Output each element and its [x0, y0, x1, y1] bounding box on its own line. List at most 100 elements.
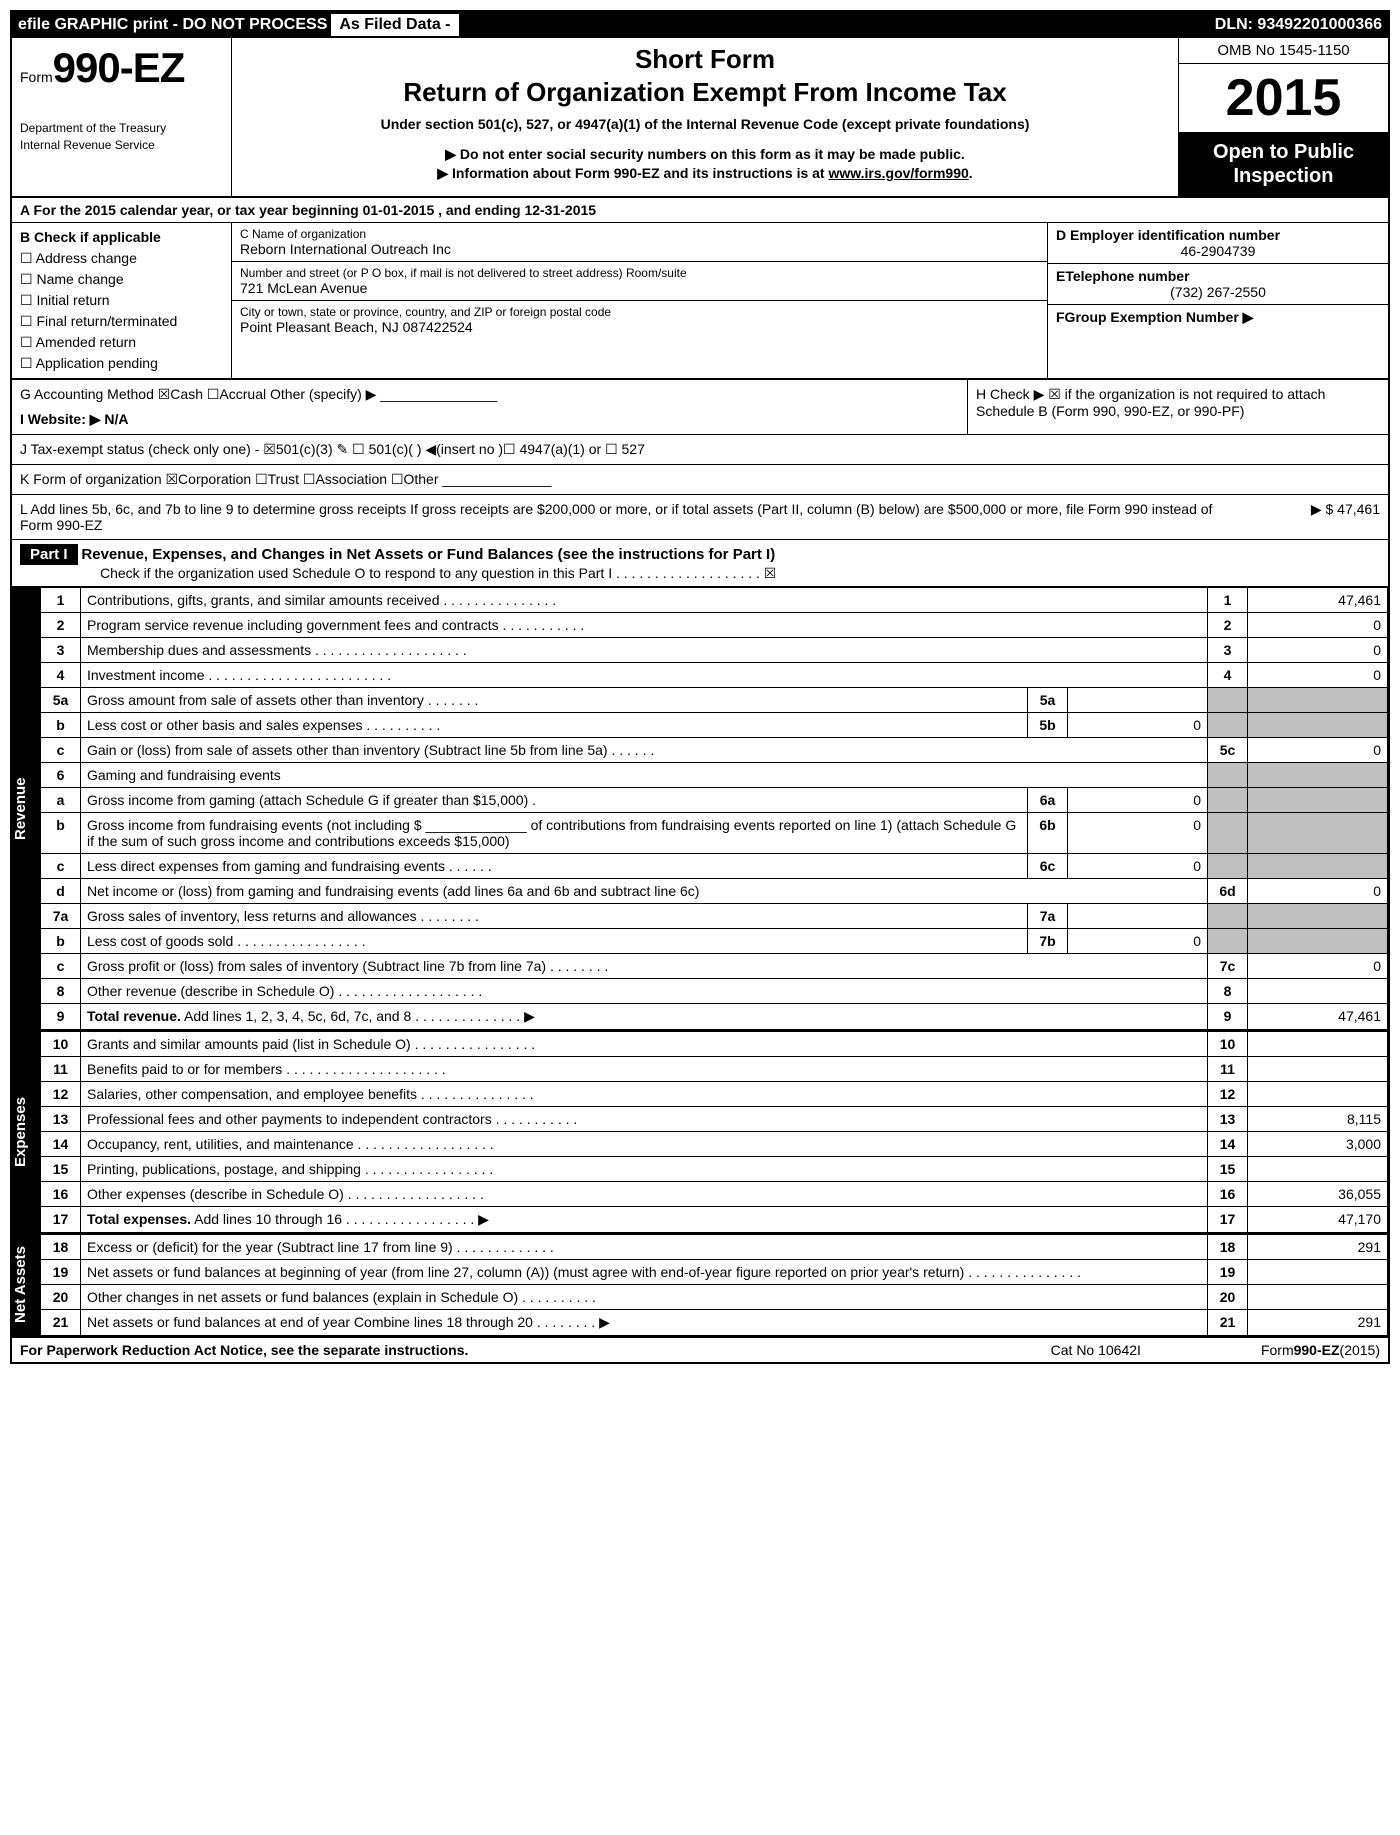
- line-4-val: 0: [1248, 663, 1388, 688]
- phone-value: (732) 267-2550: [1056, 284, 1380, 300]
- efile-label: efile GRAPHIC print - DO NOT PROCESS: [18, 16, 327, 34]
- line-8-num: 8: [41, 979, 81, 1004]
- line-2-r: 2: [1208, 613, 1248, 638]
- header: Form990-EZ Department of the Treasury In…: [12, 38, 1388, 198]
- dept-block: Department of the Treasury Internal Reve…: [20, 120, 223, 154]
- form-prefix: Form: [20, 69, 53, 85]
- line-7a-desc: Gross sales of inventory, less returns a…: [81, 904, 1028, 929]
- ein-value: 46-2904739: [1056, 243, 1380, 259]
- form-number: Form990-EZ: [20, 44, 223, 92]
- line-7b-sv: 0: [1068, 929, 1208, 954]
- line-7a-sv: [1068, 904, 1208, 929]
- dept-treasury: Department of the Treasury: [20, 120, 223, 137]
- line-1-r: 1: [1208, 588, 1248, 613]
- chk-amended-return[interactable]: Amended return: [20, 332, 223, 353]
- info-line: ▶ Information about Form 990-EZ and its …: [242, 165, 1168, 182]
- line-6c-num: c: [41, 854, 81, 879]
- line-1-num: 1: [41, 588, 81, 613]
- line-11-num: 11: [41, 1057, 81, 1082]
- expenses-table: 10Grants and similar amounts paid (list …: [40, 1031, 1388, 1233]
- box-c-street-label: Number and street (or P O box, if mail i…: [240, 266, 1039, 280]
- line-i-website: I Website: ▶ N/A: [20, 411, 129, 427]
- line-10-val: [1248, 1032, 1388, 1057]
- line-7c-desc: Gross profit or (loss) from sales of inv…: [81, 954, 1208, 979]
- line-16-val: 36,055: [1248, 1182, 1388, 1207]
- line-18-desc: Excess or (deficit) for the year (Subtra…: [81, 1235, 1208, 1260]
- line-9-desc: Total revenue. Add lines 1, 2, 3, 4, 5c,…: [81, 1004, 1208, 1030]
- line-15-r: 15: [1208, 1157, 1248, 1182]
- line-8-val: [1248, 979, 1388, 1004]
- line-14-val: 3,000: [1248, 1132, 1388, 1157]
- line-7c-val: 0: [1248, 954, 1388, 979]
- dept-irs: Internal Revenue Service: [20, 137, 223, 154]
- line-6c-shade: [1208, 854, 1248, 879]
- line-6-num: 6: [41, 763, 81, 788]
- line-9-r: 9: [1208, 1004, 1248, 1030]
- chk-name-change[interactable]: Name change: [20, 269, 223, 290]
- line-12-val: [1248, 1082, 1388, 1107]
- chk-final-return[interactable]: Final return/terminated: [20, 311, 223, 332]
- line-4-desc: Investment income . . . . . . . . . . . …: [81, 663, 1208, 688]
- line-14-num: 14: [41, 1132, 81, 1157]
- netassets-table: 18Excess or (deficit) for the year (Subt…: [40, 1234, 1388, 1336]
- line-7a-sl: 7a: [1028, 904, 1068, 929]
- title-return: Return of Organization Exempt From Incom…: [242, 77, 1168, 108]
- line-10-r: 10: [1208, 1032, 1248, 1057]
- dln-label: DLN: 93492201000366: [1215, 16, 1382, 34]
- revenue-section: Revenue 1Contributions, gifts, grants, a…: [12, 587, 1388, 1031]
- line-a-text: A For the 2015 calendar year, or tax yea…: [20, 202, 596, 218]
- chk-initial-return[interactable]: Initial return: [20, 290, 223, 311]
- line-11-r: 11: [1208, 1057, 1248, 1082]
- line-5a-sv: [1068, 688, 1208, 713]
- open-public-1: Open to Public: [1183, 140, 1384, 164]
- line-6a-desc: Gross income from gaming (attach Schedul…: [81, 788, 1028, 813]
- part-1-check: Check if the organization used Schedule …: [20, 565, 1380, 582]
- line-15-val: [1248, 1157, 1388, 1182]
- line-g: G Accounting Method ☒Cash ☐Accrual Other…: [20, 386, 959, 411]
- footer: For Paperwork Reduction Act Notice, see …: [12, 1338, 1388, 1362]
- line-19-r: 19: [1208, 1260, 1248, 1285]
- line-6a-sv: 0: [1068, 788, 1208, 813]
- box-c-city-label: City or town, state or province, country…: [240, 305, 1039, 319]
- line-17-desc: Total expenses. Add lines 10 through 16 …: [81, 1207, 1208, 1233]
- group-exemption-label: FGroup Exemption Number ▶: [1056, 309, 1253, 325]
- line-18-r: 18: [1208, 1235, 1248, 1260]
- line-a: A For the 2015 calendar year, or tax yea…: [12, 198, 1388, 223]
- line-17-num: 17: [41, 1207, 81, 1233]
- line-17-r: 17: [1208, 1207, 1248, 1233]
- line-20-num: 20: [41, 1285, 81, 1310]
- info-grid: B Check if applicable Address change Nam…: [12, 223, 1388, 380]
- phone-label: ETelephone number: [1056, 268, 1190, 284]
- line-l-text: L Add lines 5b, 6c, and 7b to line 9 to …: [20, 501, 1220, 533]
- line-6b-num: b: [41, 813, 81, 854]
- chk-address-change[interactable]: Address change: [20, 248, 223, 269]
- line-7a-shade: [1208, 904, 1248, 929]
- line-20-val: [1248, 1285, 1388, 1310]
- line-16-r: 16: [1208, 1182, 1248, 1207]
- box-d-e-f: D Employer identification number 46-2904…: [1048, 223, 1388, 378]
- line-8-desc: Other revenue (describe in Schedule O) .…: [81, 979, 1208, 1004]
- line-6a-shade2: [1248, 788, 1388, 813]
- line-13-num: 13: [41, 1107, 81, 1132]
- part-1-title: Revenue, Expenses, and Changes in Net As…: [81, 546, 775, 563]
- line-21-r: 21: [1208, 1310, 1248, 1336]
- chk-application-pending[interactable]: Application pending: [20, 353, 223, 374]
- line-9-num: 9: [41, 1004, 81, 1030]
- line-3-desc: Membership dues and assessments . . . . …: [81, 638, 1208, 663]
- footer-formno: Form990-EZ(2015): [1261, 1342, 1380, 1358]
- form-number-big: 990-EZ: [53, 44, 185, 91]
- header-right: OMB No 1545-1150 2015 Open to Public Ins…: [1178, 38, 1388, 196]
- line-2-desc: Program service revenue including govern…: [81, 613, 1208, 638]
- irs-link[interactable]: www.irs.gov/form990: [828, 165, 968, 181]
- line-h: H Check ▶ ☒ if the organization is not r…: [968, 380, 1388, 434]
- line-5b-num: b: [41, 713, 81, 738]
- footer-catno: Cat No 10642I: [1051, 1342, 1141, 1358]
- line-6c-sv: 0: [1068, 854, 1208, 879]
- tax-year: 2015: [1179, 64, 1388, 132]
- line-12-desc: Salaries, other compensation, and employ…: [81, 1082, 1208, 1107]
- line-10-num: 10: [41, 1032, 81, 1057]
- line-5b-sl: 5b: [1028, 713, 1068, 738]
- revenue-table: 1Contributions, gifts, grants, and simil…: [40, 587, 1388, 1030]
- line-11-val: [1248, 1057, 1388, 1082]
- line-13-val: 8,115: [1248, 1107, 1388, 1132]
